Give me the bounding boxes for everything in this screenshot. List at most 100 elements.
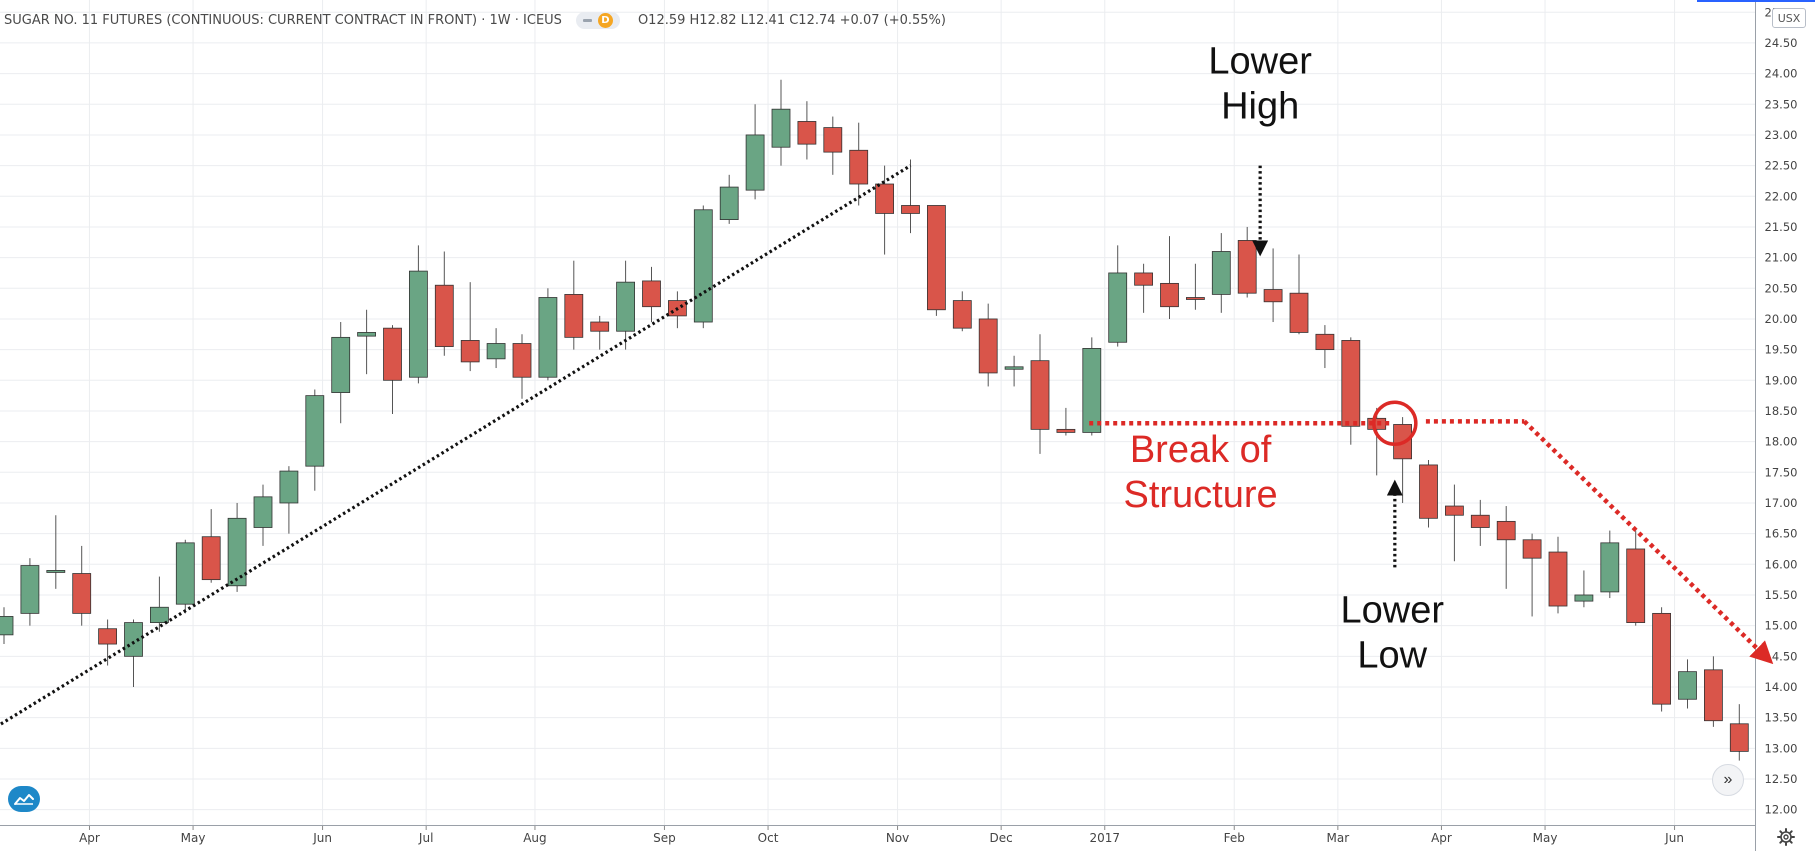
price-tick-label: 17.00 <box>1765 496 1798 510</box>
candle-up <box>20 558 40 626</box>
candle-down <box>1704 656 1723 727</box>
candle-body <box>590 321 610 332</box>
candle-up <box>305 389 325 491</box>
candle-body <box>72 573 92 614</box>
price-tick-label: 24.50 <box>1765 36 1798 50</box>
candle-up <box>357 309 377 375</box>
candle-down <box>512 334 532 399</box>
candle-down <box>901 159 920 234</box>
price-tick-label: 19.50 <box>1765 343 1798 357</box>
candle-body <box>719 186 739 220</box>
candle-body <box>253 496 273 528</box>
candle-body <box>1626 548 1646 623</box>
candle-up <box>227 502 247 592</box>
candle-body <box>1082 348 1102 433</box>
candle-body <box>434 284 454 347</box>
candle-body <box>357 332 377 337</box>
candle-body <box>1548 551 1568 607</box>
candle-body <box>512 343 532 378</box>
price-tick-label: 19.00 <box>1765 373 1798 387</box>
candle-down <box>434 251 454 356</box>
candle-body <box>1600 542 1620 593</box>
candle-down <box>1445 484 1464 562</box>
price-tick-label: 20.00 <box>1765 312 1798 326</box>
candle-down <box>1496 506 1516 589</box>
candle-down <box>1522 533 1542 617</box>
candle-up <box>149 576 169 632</box>
symbol-title[interactable]: SUGAR NO. 11 FUTURES (CONTINUOUS: CURREN… <box>4 12 562 28</box>
candle-down <box>952 291 972 332</box>
price-tick-label: 15.00 <box>1765 619 1798 633</box>
price-tick-label: 23.50 <box>1765 97 1798 111</box>
candle-up <box>745 104 765 200</box>
candle-body <box>1263 289 1283 303</box>
annotation-label: Lower <box>1340 590 1444 632</box>
candle-up <box>616 260 635 350</box>
candle-body <box>1160 282 1179 308</box>
price-tick-label: 13.00 <box>1765 741 1798 755</box>
candle-body <box>1030 360 1050 430</box>
candle-body <box>952 300 972 329</box>
break-circle-marker <box>1372 400 1418 446</box>
candle-body <box>1211 251 1231 295</box>
candle-body <box>46 570 66 573</box>
candle-up <box>693 205 713 329</box>
candle-body <box>745 134 765 191</box>
candle-body <box>849 149 869 185</box>
candle-up <box>1004 355 1024 387</box>
candle-body <box>20 565 40 614</box>
candle-down <box>201 509 221 583</box>
time-tick-label: Dec <box>990 831 1013 845</box>
tradingview-logo-icon[interactable] <box>8 786 40 812</box>
time-tick-label: Apr <box>1431 831 1452 845</box>
time-tick-label: Oct <box>758 831 779 845</box>
candle-body <box>927 205 946 311</box>
candle-down <box>1160 236 1179 319</box>
candle-down <box>1134 263 1153 313</box>
candle-down <box>460 282 480 372</box>
candle-up <box>279 466 299 534</box>
candle-down <box>590 315 610 350</box>
candle-body <box>1652 612 1671 705</box>
grid-lines <box>0 0 1755 825</box>
candle-body <box>1729 723 1749 752</box>
candle-body <box>901 205 920 214</box>
time-tick-label: Aug <box>523 831 546 845</box>
price-tick-label: 12.00 <box>1765 803 1798 817</box>
settings-gear-icon[interactable] <box>1775 826 1797 848</box>
candle-down <box>1263 248 1283 323</box>
data-status-badge[interactable]: D <box>575 11 620 29</box>
price-tick-label: 18.50 <box>1765 404 1798 418</box>
candle-body <box>875 183 894 214</box>
time-tick-label: Nov <box>886 831 909 845</box>
candle-body <box>642 280 661 308</box>
time-tick-label: Jun <box>312 831 332 845</box>
candle-down <box>1470 499 1490 546</box>
candle-body <box>98 628 117 645</box>
scroll-to-realtime-button[interactable]: » <box>1712 764 1744 796</box>
candle-up <box>46 515 66 589</box>
candle-down <box>849 122 869 206</box>
candle-down <box>1729 704 1749 761</box>
candle-body <box>1704 669 1723 722</box>
price-tick-label: 23.00 <box>1765 128 1798 142</box>
price-tick-label: 16.00 <box>1765 557 1798 571</box>
candle-body <box>331 336 351 393</box>
time-tick-label: Sep <box>653 831 676 845</box>
price-tick-label: 15.50 <box>1765 588 1798 602</box>
candle-up <box>0 607 14 645</box>
candle-up <box>124 619 143 687</box>
candle-body <box>460 340 480 363</box>
candle-down <box>823 116 843 175</box>
candle-down <box>1315 325 1335 369</box>
candle-body <box>149 606 169 623</box>
candle-down <box>1341 337 1361 445</box>
currency-button[interactable]: USX <box>1772 8 1806 28</box>
double-chevron-right-icon: » <box>1723 771 1733 788</box>
candle-body <box>616 281 635 332</box>
candle-body <box>486 343 506 360</box>
